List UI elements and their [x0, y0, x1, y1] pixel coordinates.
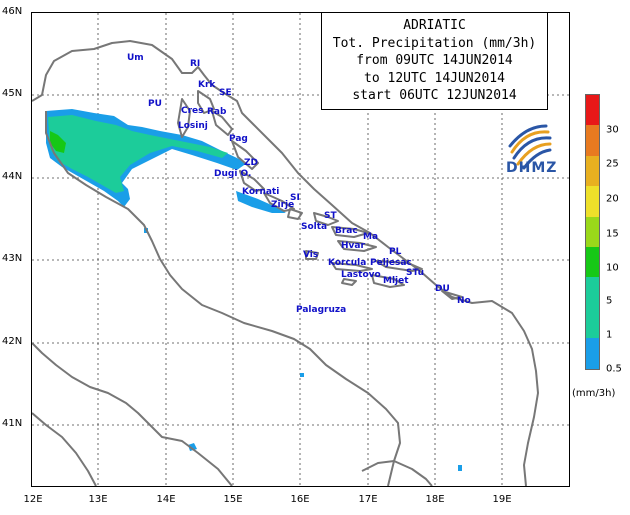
lon-label-15e: 15E — [223, 494, 243, 505]
legend-label: 5 — [606, 295, 613, 307]
precip-area-kornati — [236, 191, 286, 213]
legend-label: 1 — [606, 329, 613, 341]
precip-area-small-2 — [300, 373, 304, 377]
lon-label-14e: 14E — [156, 494, 176, 505]
precip-area-small-4 — [458, 465, 462, 471]
place-label: STu — [406, 268, 425, 278]
place-label: SI — [290, 193, 300, 203]
place-label: Peljesac — [370, 258, 412, 268]
place-label: No — [457, 296, 471, 306]
legend-label: 10 — [606, 262, 619, 274]
legend-swatch-25 — [586, 125, 599, 156]
place-label: Rab — [207, 107, 227, 117]
place-label: Mljet — [383, 276, 409, 286]
title-region: ADRIATIC — [403, 18, 466, 33]
lat-label-42n: 42N — [2, 336, 23, 347]
place-label: DU — [435, 284, 450, 294]
place-label: Palagruza — [296, 305, 347, 315]
legend-label: 30 — [606, 124, 619, 136]
legend-swatch-1b — [586, 307, 599, 339]
legend-swatch-0-5 — [586, 338, 599, 369]
title-variable: Tot. Precipitation (mm/3h) — [332, 35, 537, 51]
dhmz-logo-icon — [508, 124, 552, 170]
lon-label-16e: 16E — [290, 494, 310, 505]
place-label: PU — [148, 99, 162, 109]
lon-label-17e: 17E — [358, 494, 378, 505]
precip-legend — [585, 94, 600, 370]
legend-swatch-1 — [586, 277, 599, 308]
title-box: ADRIATIC Tot. Precipitation (mm/3h) from… — [321, 12, 548, 110]
place-label: ZD — [244, 158, 258, 168]
legend-label: 0.5 — [606, 363, 622, 375]
place-label: Lastovo — [341, 270, 381, 280]
lat-label-44n: 44N — [2, 171, 23, 182]
place-label: SE — [219, 88, 232, 98]
precip-area-1 — [48, 115, 228, 193]
precip-area-small-3 — [188, 443, 197, 451]
place-label: Ma — [363, 232, 379, 242]
place-label: Krk — [198, 80, 216, 90]
place-label: Um — [127, 53, 144, 63]
legend-swatch-20 — [586, 155, 599, 187]
lat-label-43n: 43N — [2, 253, 23, 264]
place-label: Solta — [301, 222, 328, 232]
legend-swatch-10 — [586, 216, 599, 247]
legend-swatch-15 — [586, 186, 599, 217]
legend-swatch-5 — [586, 246, 599, 278]
place-label: Brac — [335, 226, 358, 236]
place-label: ST — [324, 211, 337, 221]
legend-label: 15 — [606, 228, 619, 240]
place-label: Kornati — [242, 187, 280, 197]
lon-label-13e: 13E — [88, 494, 108, 505]
lon-label-12e: 12E — [23, 494, 43, 505]
place-label: Cres — [181, 106, 204, 116]
title-from: from 09UTC 14JUN2014 — [356, 53, 513, 68]
legend-unit: (mm/3h) — [572, 388, 616, 399]
lat-label-41n: 41N — [2, 418, 23, 429]
place-label: Pag — [229, 134, 248, 144]
place-label: Zirje — [271, 200, 295, 210]
title-start: start 06UTC 12JUN2014 — [352, 88, 517, 103]
legend-label: 25 — [606, 158, 619, 170]
dhmz-logo-text: DHMZ — [506, 160, 558, 176]
title-to: to 12UTC 14JUN2014 — [364, 70, 505, 86]
place-label: PL — [389, 247, 402, 257]
map-canvas[interactable] — [32, 13, 569, 486]
place-label: Dugi O. — [214, 169, 252, 179]
place-label: RI — [190, 59, 201, 69]
precip-area-5 — [50, 131, 66, 153]
coastline-layer — [32, 40, 539, 486]
lon-label-18e: 18E — [425, 494, 445, 505]
legend-label: 20 — [606, 193, 619, 205]
place-label: Hvar — [341, 241, 365, 251]
legend-swatch-30plus — [586, 95, 599, 126]
place-label: Korcula — [328, 258, 367, 268]
place-label: Losinj — [178, 121, 208, 131]
lat-label-46n: 46N — [2, 6, 23, 17]
lon-label-19e: 19E — [492, 494, 512, 505]
lat-label-45n: 45N — [2, 88, 23, 99]
place-label: Vis — [303, 250, 319, 260]
